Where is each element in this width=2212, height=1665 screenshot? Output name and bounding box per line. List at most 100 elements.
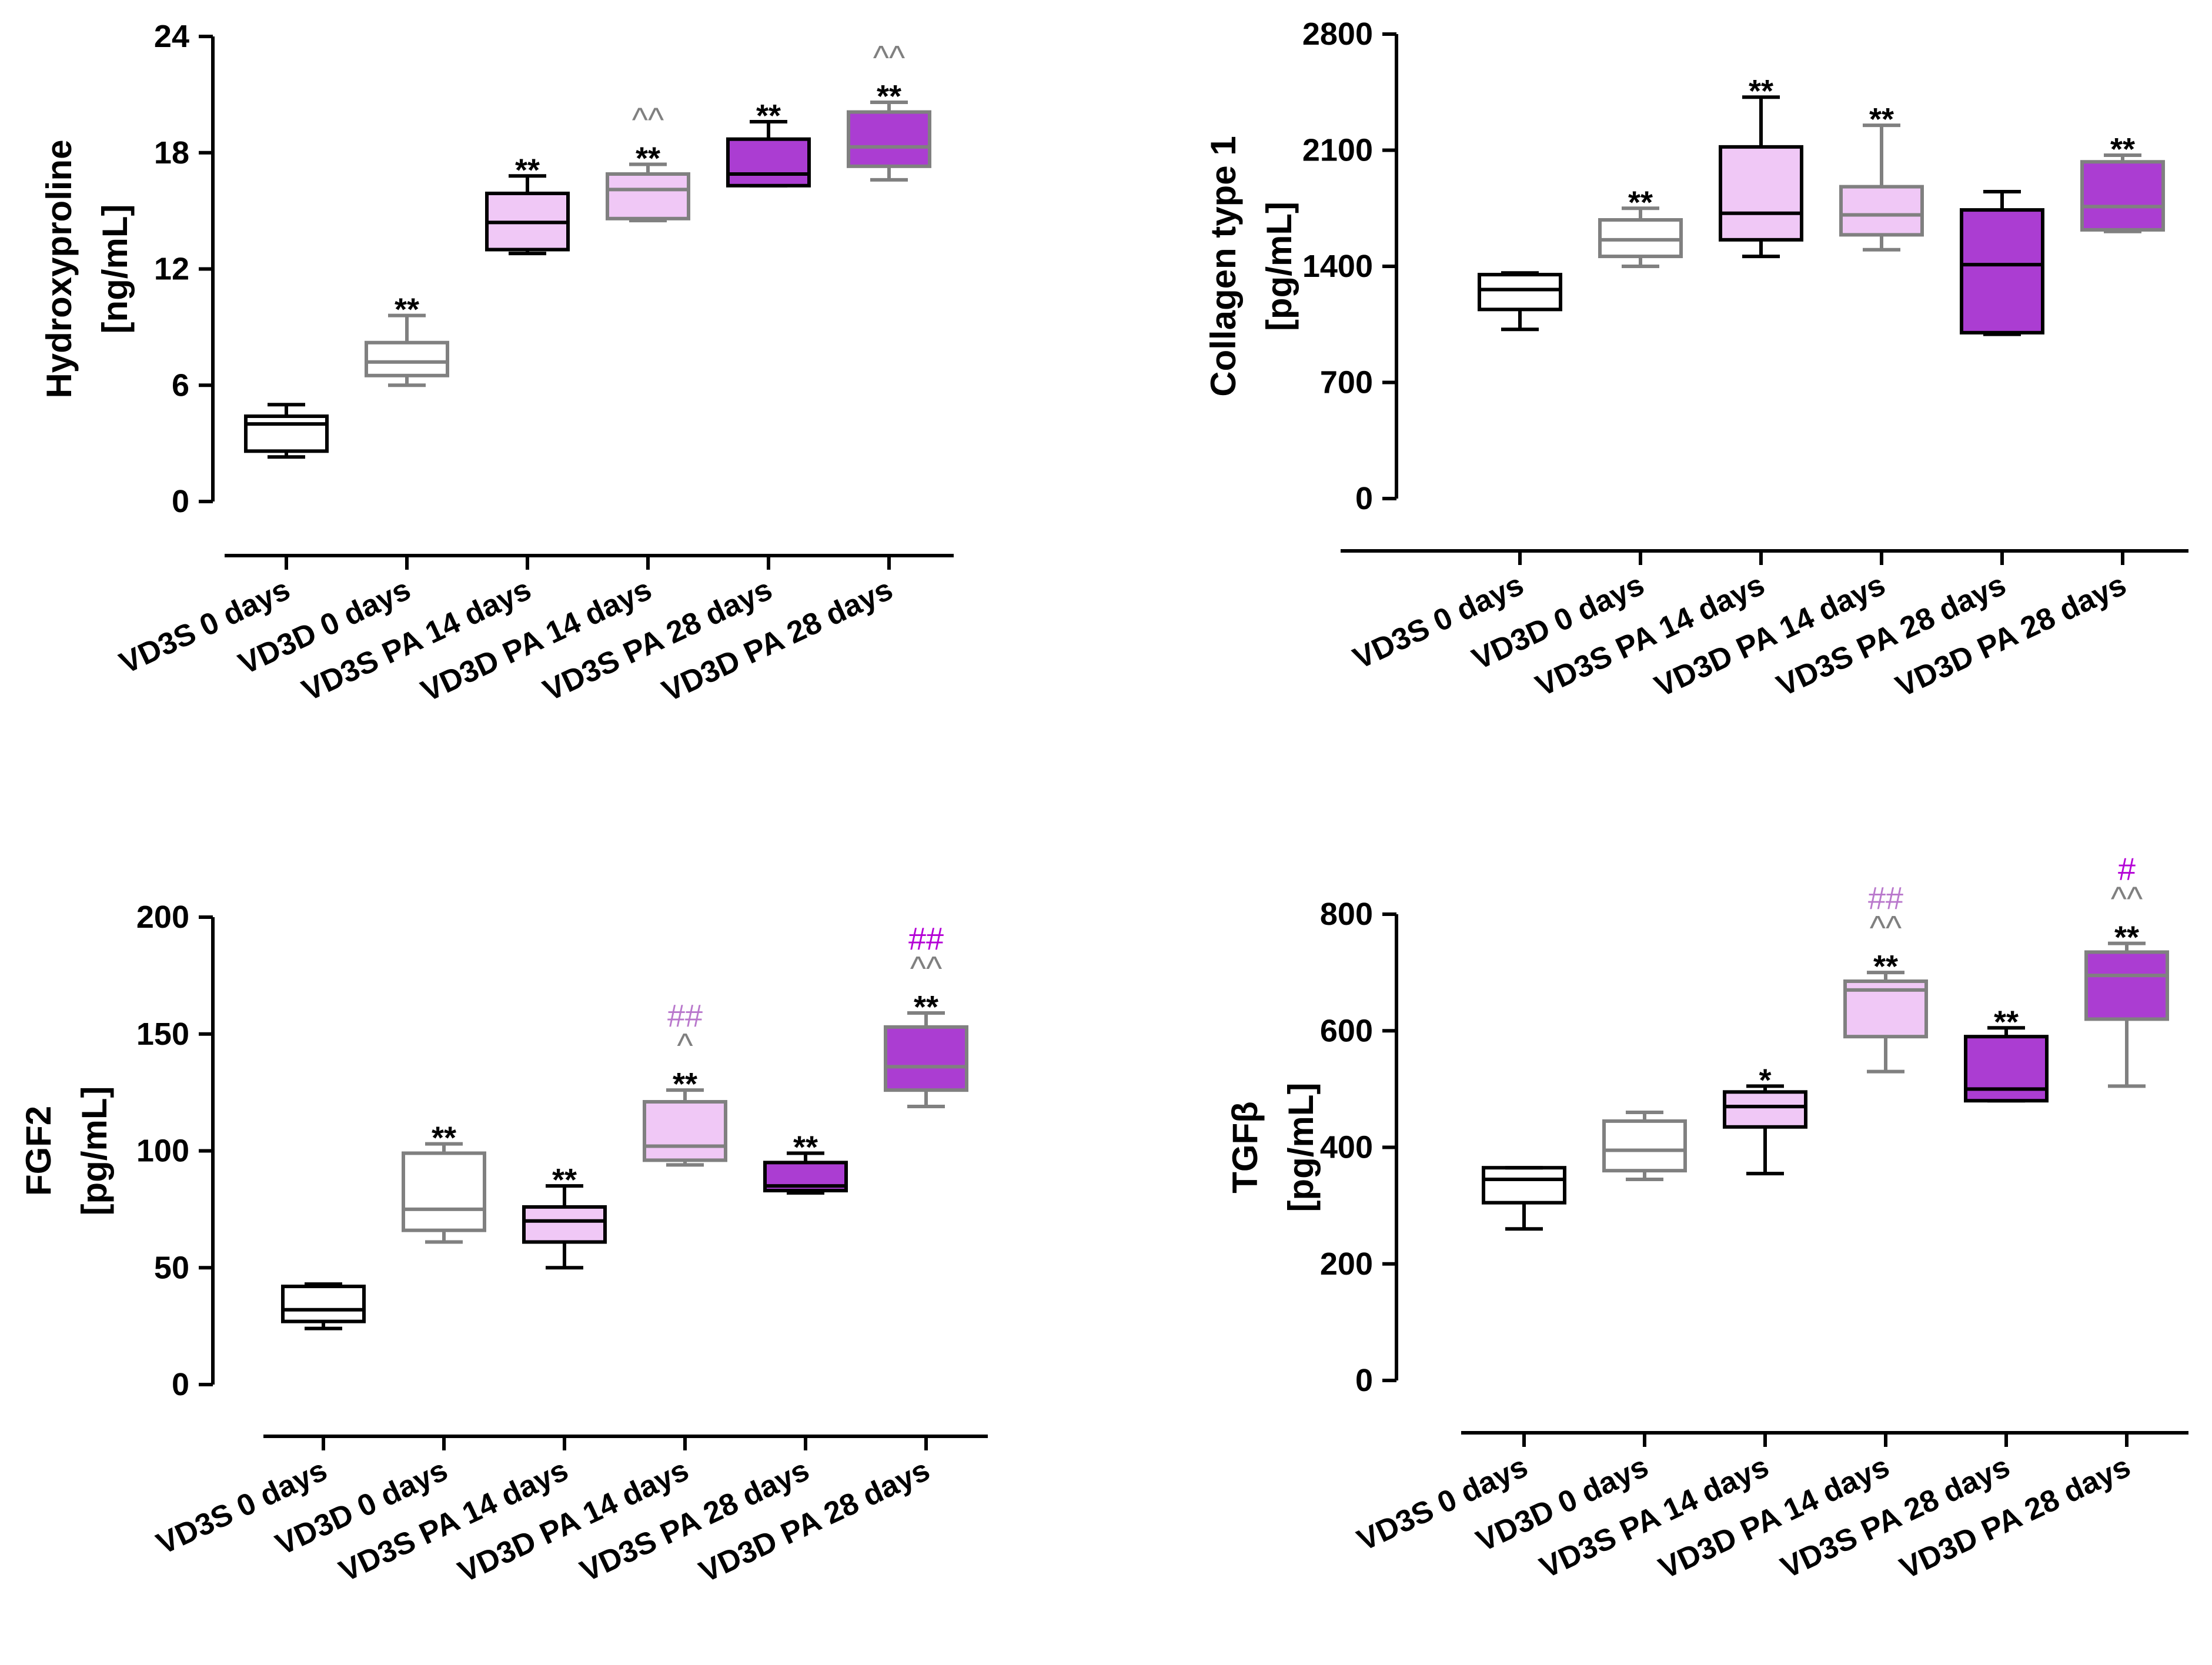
y-tick-label: 0: [172, 1367, 189, 1402]
box-3: **: [1719, 73, 1803, 259]
y-axis-title: Hydroxyproline: [39, 139, 79, 398]
iqr-box: [402, 1151, 486, 1232]
significance-label: ^^: [632, 101, 664, 139]
box-1: [1478, 271, 1562, 332]
box-1: [244, 403, 329, 459]
significance-label: **: [515, 152, 540, 188]
iqr-box: [365, 340, 449, 377]
iqr-box: [1960, 208, 2044, 335]
iqr-box: [606, 172, 690, 220]
iqr-box: [1723, 1090, 1807, 1129]
iqr-box: [2080, 160, 2165, 232]
iqr-box: [847, 110, 931, 168]
significance-label: **: [914, 989, 938, 1025]
y-tick-label: 6: [172, 367, 189, 403]
iqr-box: [726, 137, 811, 188]
box-6: **: [2080, 132, 2165, 233]
y-axis-title: Collagen type 1: [1204, 136, 1243, 396]
y-axis-unit: [pg/mL]: [1281, 1083, 1321, 1212]
y-tick-label: 200: [1320, 1246, 1373, 1282]
y-tick-label: 0: [1355, 1363, 1373, 1398]
significance-label: #: [2118, 852, 2136, 887]
significance-label: **: [395, 292, 419, 327]
box-2: **: [402, 1121, 486, 1244]
box-3: *: [1723, 1062, 1807, 1176]
significance-label: ^^: [910, 949, 942, 988]
significance-label: ##: [1868, 881, 1903, 916]
y-tick-label: 0: [172, 484, 189, 519]
significance-label: **: [2110, 132, 2135, 167]
box-4: **^^: [606, 101, 690, 223]
iqr-box: [1602, 1119, 1687, 1173]
y-axis-unit: [ng/mL]: [95, 205, 135, 334]
iqr-box: [1964, 1035, 2049, 1103]
y-tick-label: 50: [154, 1250, 189, 1285]
y-axis-unit: [pg/mL]: [75, 1086, 114, 1216]
y-tick-label: 400: [1320, 1130, 1373, 1165]
box-6: **^^: [847, 39, 931, 182]
box-4: **^^##: [1843, 881, 1928, 1074]
significance-label: **: [1628, 185, 1653, 220]
y-tick-label: 600: [1320, 1013, 1373, 1048]
iqr-box: [244, 414, 329, 453]
box-5: [1960, 190, 2044, 336]
y-tick-label: 24: [154, 19, 189, 54]
y-axis-title: FGF2: [19, 1106, 58, 1196]
significance-label: ##: [667, 998, 703, 1034]
y-tick-label: 2800: [1302, 16, 1373, 52]
significance-label: **: [2114, 920, 2139, 955]
y-tick-label: 200: [136, 900, 189, 935]
iqr-box: [1839, 185, 1924, 237]
significance-label: **: [756, 98, 781, 133]
significance-label: ^^: [1870, 909, 1902, 947]
iqr-box: [1719, 145, 1803, 242]
significance-label: **: [1873, 949, 1898, 984]
box-6: **^^##: [884, 921, 968, 1108]
significance-label: **: [636, 141, 660, 176]
box-3: **: [485, 152, 570, 256]
box-4: **^##: [643, 998, 727, 1167]
significance-label: **: [793, 1129, 818, 1165]
y-tick-label: 18: [154, 135, 189, 170]
y-tick-label: 800: [1320, 897, 1373, 932]
box-6: **^^#: [2084, 852, 2169, 1088]
box-2: **: [365, 292, 449, 387]
significance-label: **: [432, 1121, 456, 1156]
box-1: [1482, 1166, 1566, 1231]
box-5: **: [763, 1129, 848, 1195]
y-tick-label: 2100: [1302, 133, 1373, 168]
y-tick-label: 1400: [1302, 249, 1373, 284]
box-4: **: [1839, 102, 1924, 252]
box-1: [281, 1282, 366, 1330]
significance-label: **: [1994, 1004, 2019, 1039]
iqr-box: [2084, 950, 2169, 1021]
box-5: **: [1964, 1004, 2049, 1103]
significance-label: ^^: [2111, 880, 2143, 918]
box-2: **: [1598, 185, 1683, 268]
significance-label: **: [877, 79, 901, 114]
y-tick-label: 12: [154, 252, 189, 287]
box-5: **: [726, 98, 811, 188]
y-tick-label: 150: [136, 1017, 189, 1052]
y-axis-unit: [pg/mL]: [1259, 202, 1299, 331]
significance-label: **: [552, 1162, 577, 1198]
y-tick-label: 100: [136, 1134, 189, 1169]
significance-label: **: [1869, 102, 1894, 137]
y-axis-title: TGFβ: [1225, 1101, 1265, 1193]
y-tick-label: 0: [1355, 481, 1373, 516]
significance-label: **: [673, 1066, 697, 1102]
y-tick-label: 700: [1320, 365, 1373, 400]
iqr-box: [1482, 1166, 1566, 1205]
significance-label: *: [1759, 1062, 1771, 1098]
iqr-box: [1478, 273, 1562, 312]
box-2: [1602, 1111, 1687, 1182]
iqr-box: [281, 1285, 366, 1323]
iqr-box: [522, 1205, 607, 1244]
iqr-box: [643, 1100, 727, 1162]
significance-label: ^: [677, 1027, 693, 1065]
significance-label: ##: [908, 921, 944, 957]
significance-label: **: [1749, 73, 1773, 109]
iqr-box: [884, 1025, 968, 1092]
